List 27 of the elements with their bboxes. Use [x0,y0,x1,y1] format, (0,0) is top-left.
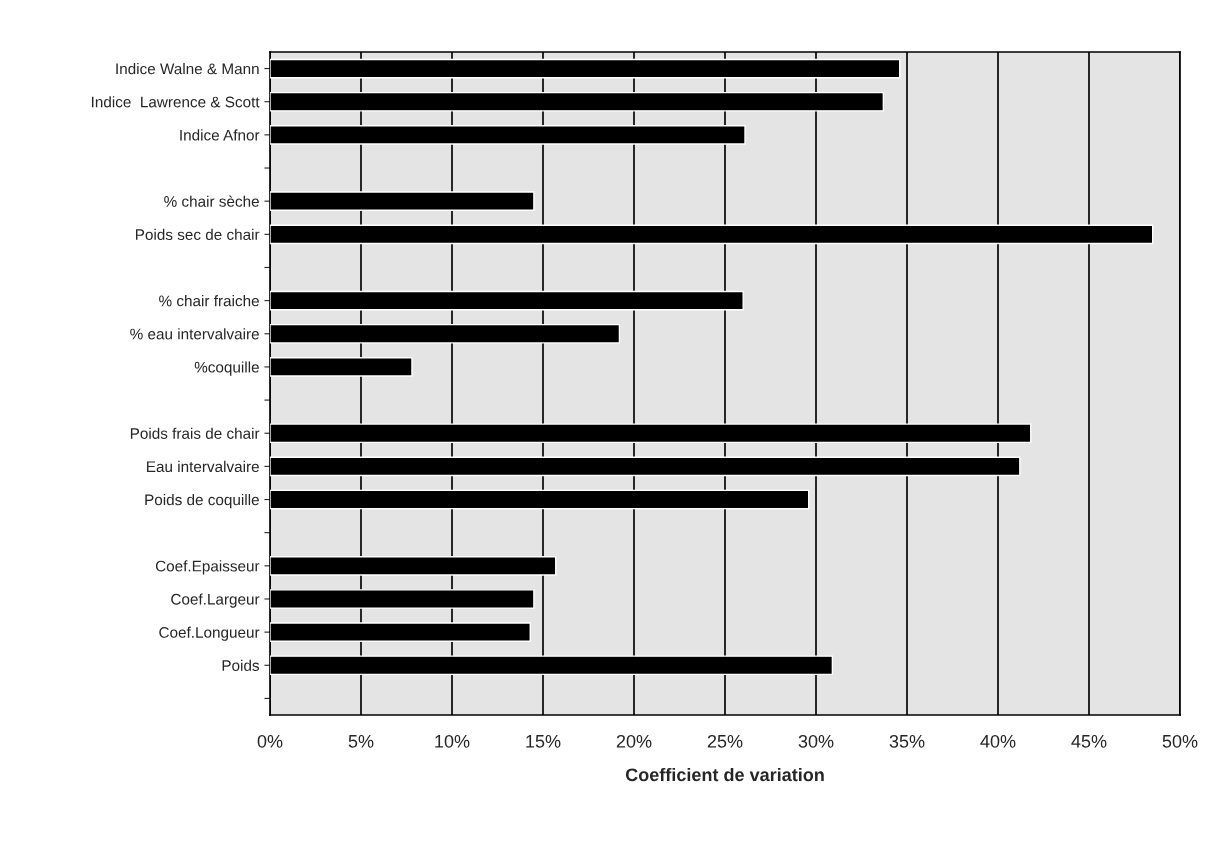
y-tick-label: % chair sèche [164,195,259,207]
x-tick-label: 35% [889,734,925,748]
x-tick-label: 10% [435,734,470,748]
y-tick-label: Coef.Epaisseur [155,560,260,575]
x-tick-label: 0% [257,734,283,748]
x-tick-label: 30% [798,734,834,748]
x-tick-label: 5% [348,735,374,748]
y-tick-label: Poids [222,659,260,671]
y-tick-label: %coquille [194,361,259,376]
y-tick-label: Poids sec de chair [136,228,260,241]
y-tick-label: Indice Walne & Mann [116,63,259,75]
y-tick-label: % chair fraiche [159,295,259,307]
x-tick-label: 40% [980,734,1016,748]
y-tick-label: Coef.Largeur [171,593,260,608]
y-tick-label: Poids de coquille [145,493,259,509]
y-tick-label: Coef.Longueur [159,626,260,641]
x-tick-label: 25% [707,734,743,748]
x-tick-label: 20% [616,734,652,748]
y-tick-label: Indice Lawrence & Scott [92,96,260,108]
x-tick-label: 15% [526,735,561,748]
x-tick-label: 50% [1162,734,1198,748]
x-axis-title: Coefficient de variation [625,767,824,782]
y-tick-label: Eau intervalvaire [147,460,259,473]
x-tick-label: 45% [1071,735,1107,748]
y-tick-label: % eau intervalvaire [130,328,259,340]
y-tick-label: Indice Afnor [180,129,260,141]
y-tick-label: Poids frais de chair [130,427,260,439]
